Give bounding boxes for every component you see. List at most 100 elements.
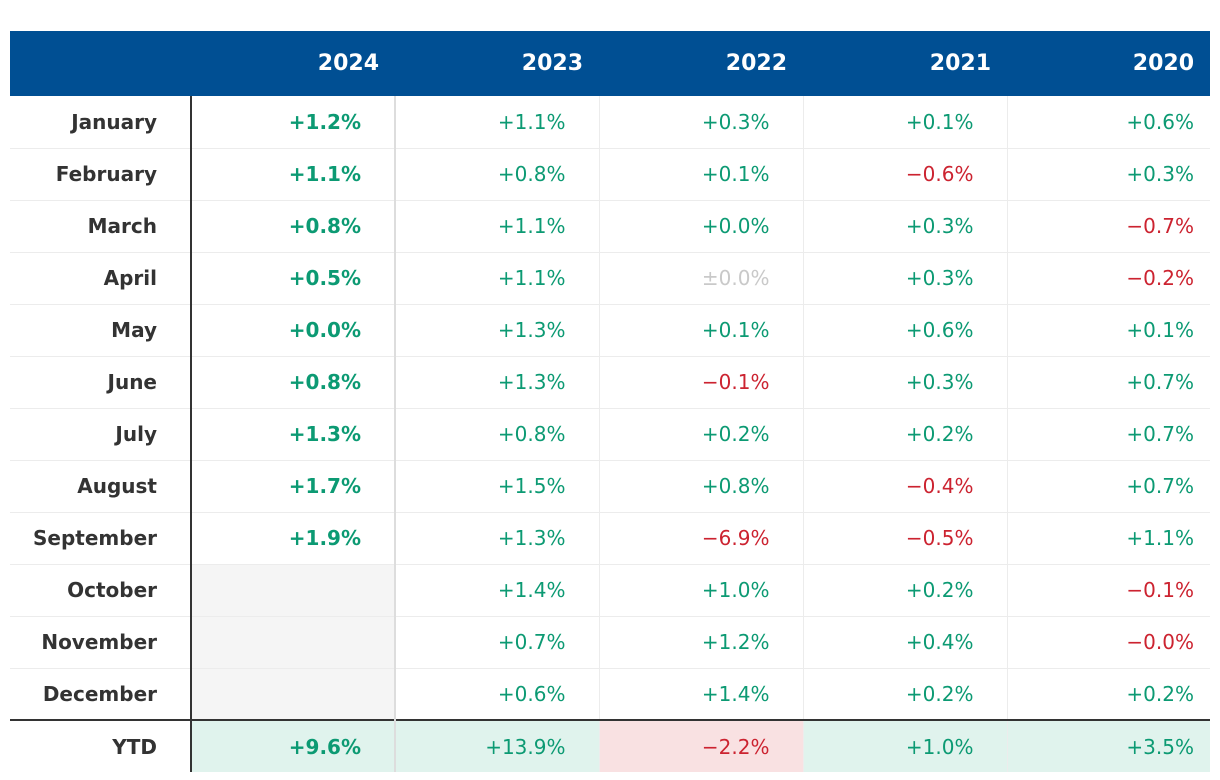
value-cell-2020: +0.7% [1006,356,1210,409]
month-label: November [10,616,192,669]
table-row: November +0.7% +1.2% +0.4% −0.0% [10,616,1210,669]
value-cell-2024: +0.8% [190,356,396,409]
month-label: July [10,408,192,461]
value-cell-2020: +0.7% [1006,408,1210,461]
value-cell-2023: +1.1% [394,252,599,305]
month-label: January [10,96,192,149]
value-cell-2021: +0.3% [802,252,1007,305]
returns-table-container: 2024 2023 2022 2021 2020 January +1.2% +1.… [10,31,1210,772]
value-cell-2023: +0.8% [394,148,599,201]
value-cell-2023: +1.3% [394,304,599,357]
header-year-2023: 2023 [395,31,599,96]
value-cell-2021: +0.2% [802,408,1007,461]
value-cell-2023: +1.1% [394,96,599,149]
value-cell-2022: −6.9% [598,512,803,565]
value-cell-2024 [190,616,396,669]
value-cell-2022: −0.1% [598,356,803,409]
month-label: December [10,668,192,721]
table-row: January +1.2% +1.1% +0.3% +0.1% +0.6% [10,96,1210,149]
value-cell-2023: +1.5% [394,460,599,513]
table-row: December +0.6% +1.4% +0.2% +0.2% [10,668,1210,721]
table-row: February +1.1% +0.8% +0.1% −0.6% +0.3% [10,148,1210,201]
table-body: January +1.2% +1.1% +0.3% +0.1% +0.6% February… [10,96,1210,772]
value-cell-2021: −0.4% [802,460,1007,513]
value-cell-2020: +0.7% [1006,460,1210,513]
value-cell-2024: +1.7% [190,460,396,513]
value-cell-2024: +1.1% [190,148,396,201]
value-cell-2024 [190,668,396,721]
month-label: September [10,512,192,565]
header-row: 2024 2023 2022 2021 2020 [10,31,1210,96]
value-cell-2020: −0.1% [1006,564,1210,617]
value-cell-2022: +1.2% [598,616,803,669]
table-row: July +1.3% +0.8% +0.2% +0.2% +0.7% [10,408,1210,461]
ytd-cell-2024: +9.6% [190,719,396,772]
value-cell-2021: +0.2% [802,564,1007,617]
month-label: April [10,252,192,305]
value-cell-2021: +0.3% [802,200,1007,253]
value-cell-2022: +0.3% [598,96,803,149]
table-row: March +0.8% +1.1% +0.0% +0.3% −0.7% [10,200,1210,253]
value-cell-2024: +1.2% [190,96,396,149]
ytd-label: YTD [10,719,192,772]
value-cell-2023: +1.4% [394,564,599,617]
value-cell-2020: +0.3% [1006,148,1210,201]
value-cell-2021: +0.4% [802,616,1007,669]
header-year-2022: 2022 [599,31,803,96]
value-cell-2021: +0.2% [802,668,1007,721]
value-cell-2024: +1.3% [190,408,396,461]
table-row: April +0.5% +1.1% ±0.0% +0.3% −0.2% [10,252,1210,305]
value-cell-2022: +0.0% [598,200,803,253]
value-cell-2024: +1.9% [190,512,396,565]
value-cell-2022: +1.4% [598,668,803,721]
value-cell-2020: +0.1% [1006,304,1210,357]
value-cell-2021: +0.3% [802,356,1007,409]
month-label: June [10,356,192,409]
ytd-cell-2023: +13.9% [394,719,599,772]
month-label: March [10,200,192,253]
value-cell-2022: +0.1% [598,148,803,201]
value-cell-2020: +0.2% [1006,668,1210,721]
header-year-2020: 2020 [1007,31,1210,96]
month-label: August [10,460,192,513]
value-cell-2024: +0.0% [190,304,396,357]
value-cell-2020: +0.6% [1006,96,1210,149]
ytd-row: YTD +9.6% +13.9% −2.2% +1.0% +3.5% [10,719,1210,772]
table-row: September +1.9% +1.3% −6.9% −0.5% +1.1% [10,512,1210,565]
table-row: June +0.8% +1.3% −0.1% +0.3% +0.7% [10,356,1210,409]
monthly-returns-table: 2024 2023 2022 2021 2020 January +1.2% +1.… [10,31,1210,772]
value-cell-2021: −0.6% [802,148,1007,201]
table-row: August +1.7% +1.5% +0.8% −0.4% +0.7% [10,460,1210,513]
header-year-2021: 2021 [803,31,1007,96]
value-cell-2023: +1.3% [394,512,599,565]
header-year-2024: 2024 [191,31,395,96]
value-cell-2021: −0.5% [802,512,1007,565]
value-cell-2023: +0.6% [394,668,599,721]
table-row: May +0.0% +1.3% +0.1% +0.6% +0.1% [10,304,1210,357]
month-label: May [10,304,192,357]
value-cell-2020: −0.0% [1006,616,1210,669]
value-cell-2021: +0.6% [802,304,1007,357]
value-cell-2023: +1.1% [394,200,599,253]
value-cell-2022: +0.8% [598,460,803,513]
value-cell-2020: −0.7% [1006,200,1210,253]
value-cell-2022: +0.1% [598,304,803,357]
table-row: October +1.4% +1.0% +0.2% −0.1% [10,564,1210,617]
value-cell-2020: −0.2% [1006,252,1210,305]
value-cell-2022: ±0.0% [598,252,803,305]
value-cell-2022: +0.2% [598,408,803,461]
value-cell-2022: +1.0% [598,564,803,617]
ytd-cell-2020: +3.5% [1006,719,1210,772]
value-cell-2024 [190,564,396,617]
header-corner [10,31,191,96]
value-cell-2020: +1.1% [1006,512,1210,565]
ytd-cell-2021: +1.0% [802,719,1007,772]
month-label: October [10,564,192,617]
value-cell-2024: +0.5% [190,252,396,305]
ytd-cell-2022: −2.2% [598,719,803,772]
value-cell-2021: +0.1% [802,96,1007,149]
value-cell-2024: +0.8% [190,200,396,253]
value-cell-2023: +1.3% [394,356,599,409]
value-cell-2023: +0.7% [394,616,599,669]
month-label: February [10,148,192,201]
